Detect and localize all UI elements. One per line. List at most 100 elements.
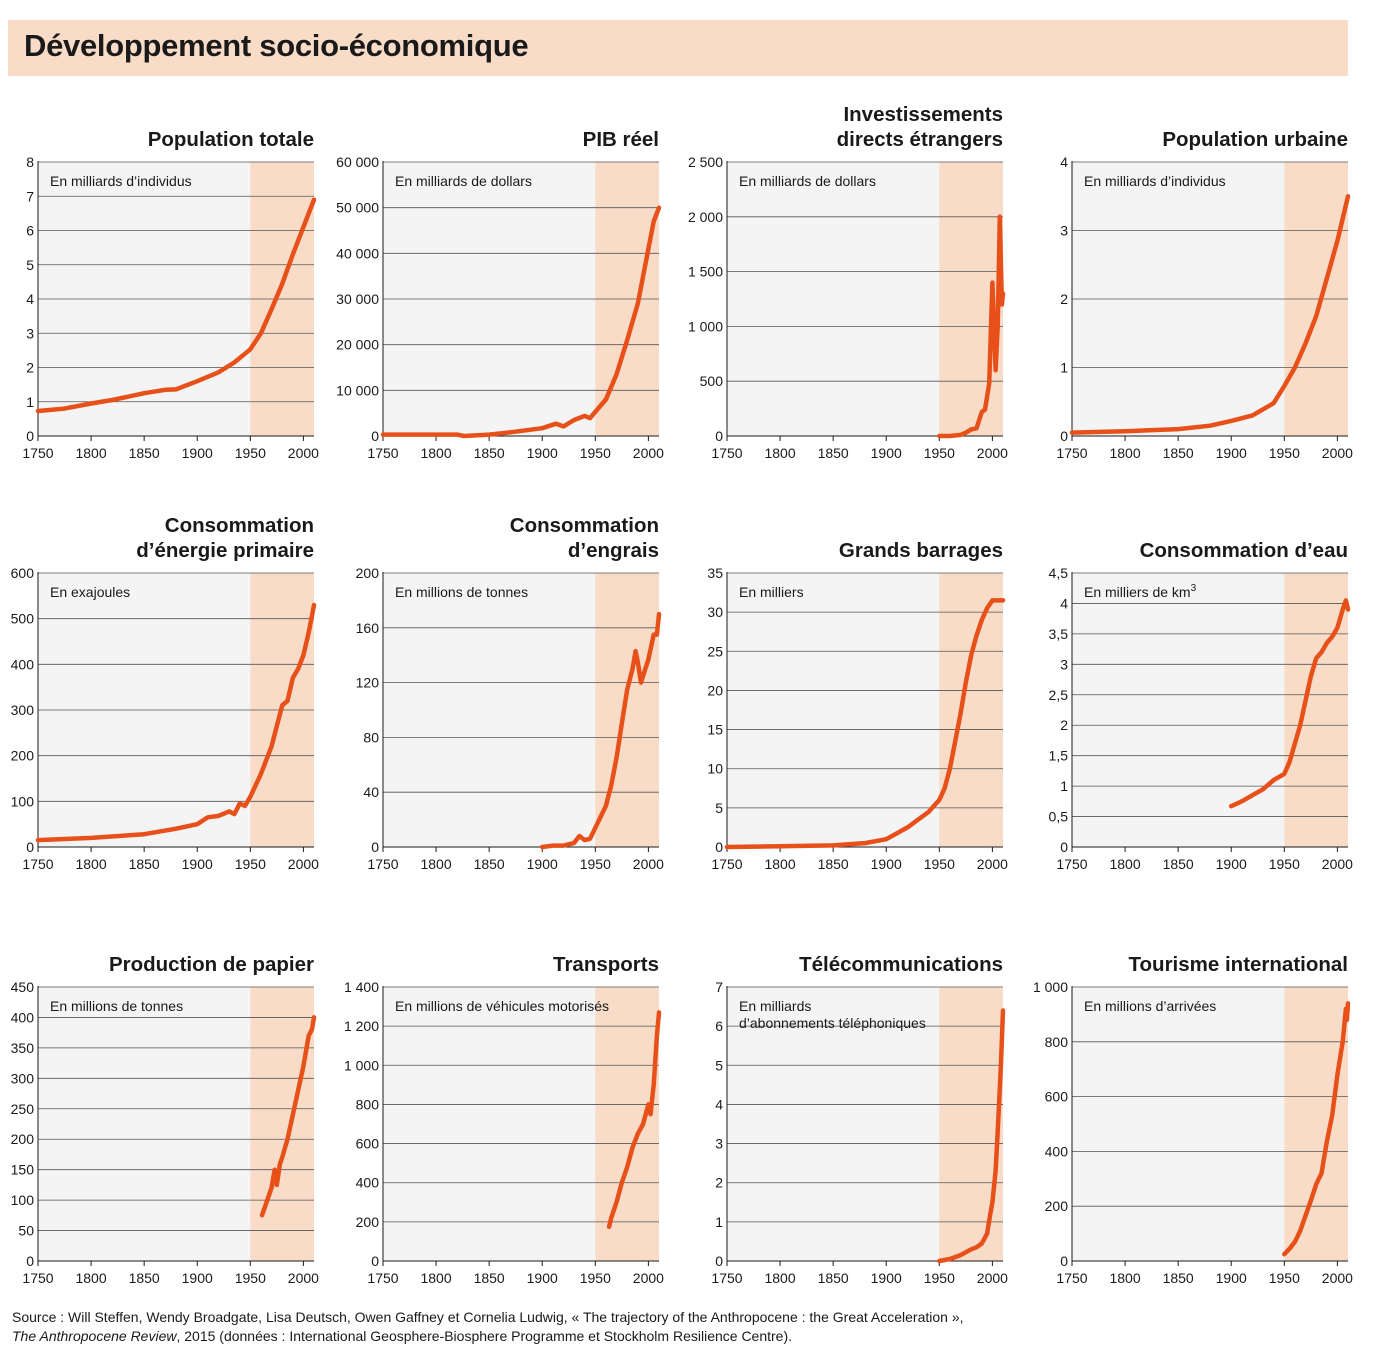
chart-title-line: Production de papier bbox=[108, 953, 314, 976]
unit-label: En milliards bbox=[739, 998, 811, 1014]
shade-pre-1950 bbox=[1072, 573, 1285, 847]
x-tick-label: 1950 bbox=[924, 445, 955, 461]
chart-svg: 0 1 2 3 4 5 6 7 1750 1800 1850 1900 1950 2000 En milli… bbox=[711, 979, 1008, 1286]
x-tick-label: 1750 bbox=[711, 1270, 742, 1286]
x-tick-label: 1750 bbox=[367, 445, 398, 461]
x-tick-label: 1750 bbox=[711, 445, 742, 461]
x-tick-label: 1800 bbox=[75, 445, 106, 461]
y-tick-label: 60 000 bbox=[336, 154, 379, 170]
unit-label: En millions de tonnes bbox=[395, 584, 528, 600]
chart-title-line: Population totale bbox=[147, 128, 314, 151]
y-tick-label: 0 bbox=[715, 839, 723, 855]
x-tick-label: 1850 bbox=[1163, 856, 1194, 872]
chart-title-line: Transports bbox=[553, 953, 659, 976]
y-tick-label: 4 bbox=[1060, 154, 1068, 170]
shade-post-1950 bbox=[1284, 573, 1348, 847]
chart-title-box: Transports bbox=[361, 917, 659, 977]
chart-svg: 0 50 100 150 200 250 300 350 400 450 1750 1800 1850 1… bbox=[11, 979, 320, 1286]
x-tick-label: 2000 bbox=[977, 1270, 1008, 1286]
y-tick-label: 450 bbox=[11, 979, 35, 995]
y-tick-label: 0 bbox=[26, 428, 34, 444]
chart-title-box: Population totale bbox=[16, 92, 314, 152]
unit-text: En milliards d’individus bbox=[1084, 173, 1226, 189]
unit-text: En milliards de dollars bbox=[739, 173, 876, 189]
series-line bbox=[606, 1010, 662, 1230]
x-tick-label: 1950 bbox=[235, 856, 266, 872]
y-tick-label: 15 bbox=[707, 722, 723, 738]
y-tick-label: 3,5 bbox=[1049, 626, 1069, 642]
shade-post-1950 bbox=[1284, 987, 1348, 1261]
unit-text: En millions de tonnes bbox=[395, 584, 528, 600]
unit-label: En millions de tonnes bbox=[50, 998, 183, 1014]
y-tick-label: 30 000 bbox=[336, 291, 379, 307]
charts-grid: Population totale 0 1 2 3 4 5 6 7 8 1750 1800 1850 19… bbox=[11, 92, 1354, 1286]
shade-pre-1950 bbox=[1072, 987, 1285, 1261]
chart-title: Télécommunications bbox=[799, 952, 1003, 977]
shade-pre-1950 bbox=[383, 987, 596, 1261]
unit-text: En milliers de km bbox=[1084, 584, 1191, 600]
x-tick-label: 1800 bbox=[75, 856, 106, 872]
shade-pre-1950 bbox=[727, 573, 940, 847]
y-tick-label: 100 bbox=[11, 793, 35, 809]
chart-title: Population urbaine bbox=[1162, 127, 1348, 152]
y-tick-label: 1 200 bbox=[344, 1018, 379, 1034]
chart-title-box: Production de papier bbox=[16, 917, 314, 977]
x-tick-label: 1800 bbox=[75, 1270, 106, 1286]
y-tick-label: 2 500 bbox=[688, 154, 723, 170]
chart-title-box: Télécommunications bbox=[705, 917, 1003, 977]
y-tick-label: 500 bbox=[700, 373, 724, 389]
y-tick-label: 20 000 bbox=[336, 337, 379, 353]
y-tick-label: 0 bbox=[1060, 839, 1068, 855]
unit-text: En milliers bbox=[739, 584, 804, 600]
chart-title-box: Tourisme international bbox=[1050, 917, 1348, 977]
chart-title-line: directs étrangers bbox=[836, 128, 1003, 151]
x-tick-label: 1750 bbox=[711, 856, 742, 872]
chart-title-line: Grands barrages bbox=[838, 539, 1003, 562]
y-tick-label: 2 bbox=[26, 360, 34, 376]
unit-label: En milliards d’individus bbox=[50, 173, 192, 189]
x-tick-label: 1800 bbox=[764, 445, 795, 461]
y-tick-label: 800 bbox=[356, 1096, 380, 1112]
x-tick-label: 1750 bbox=[1056, 856, 1087, 872]
y-tick-label: 2,5 bbox=[1049, 687, 1069, 703]
unit-text: En millions de tonnes bbox=[50, 998, 183, 1014]
y-tick-label: 1 bbox=[1060, 360, 1068, 376]
chart-title: PIB réel bbox=[583, 127, 659, 152]
shade-post-1950 bbox=[939, 987, 1003, 1261]
chart-title: Production de papier bbox=[109, 952, 314, 977]
series-line bbox=[1069, 194, 1351, 435]
y-tick-label: 5 bbox=[715, 800, 723, 816]
x-tick-label: 1950 bbox=[1269, 1270, 1300, 1286]
x-tick-label: 2000 bbox=[1322, 1270, 1353, 1286]
x-tick-label: 1900 bbox=[527, 856, 558, 872]
unit-text: En exajoules bbox=[50, 584, 130, 600]
series-line bbox=[35, 197, 317, 414]
x-tick-label: 1850 bbox=[1163, 1270, 1194, 1286]
page-title: Développement socio-économique bbox=[24, 28, 529, 63]
chart-title-box: Grands barrages bbox=[705, 503, 1003, 563]
y-tick-label: 160 bbox=[356, 620, 380, 636]
chart-title-line: Investissements bbox=[843, 103, 1003, 126]
y-tick-label: 400 bbox=[11, 1009, 35, 1025]
shade-pre-1950 bbox=[727, 987, 940, 1261]
x-tick-label: 1850 bbox=[474, 445, 505, 461]
chart-svg: 0 1 2 3 4 5 6 7 8 1750 1800 1850 1900 1950 2000 En mill… bbox=[22, 154, 319, 461]
y-tick-label: 1 500 bbox=[688, 264, 723, 280]
unit-label: En milliards d’individus bbox=[1084, 173, 1226, 189]
x-tick-label: 2000 bbox=[633, 1270, 664, 1286]
y-tick-label: 300 bbox=[11, 702, 35, 718]
x-tick-label: 2000 bbox=[977, 856, 1008, 872]
y-tick-label: 2 bbox=[1060, 717, 1068, 733]
chart-title-line: PIB réel bbox=[582, 128, 659, 151]
chart-title-line: Consommation bbox=[509, 514, 659, 537]
y-tick-label: 40 000 bbox=[336, 245, 379, 261]
y-tick-label: 150 bbox=[11, 1162, 35, 1178]
x-tick-label: 1750 bbox=[22, 445, 53, 461]
x-tick-label: 1950 bbox=[924, 1270, 955, 1286]
x-tick-label: 1900 bbox=[871, 1270, 902, 1286]
x-tick-label: 1950 bbox=[580, 445, 611, 461]
y-tick-label: 200 bbox=[11, 748, 35, 764]
chart-title: Population totale bbox=[148, 127, 314, 152]
y-tick-label: 0 bbox=[371, 428, 379, 444]
x-tick-label: 1850 bbox=[129, 1270, 160, 1286]
